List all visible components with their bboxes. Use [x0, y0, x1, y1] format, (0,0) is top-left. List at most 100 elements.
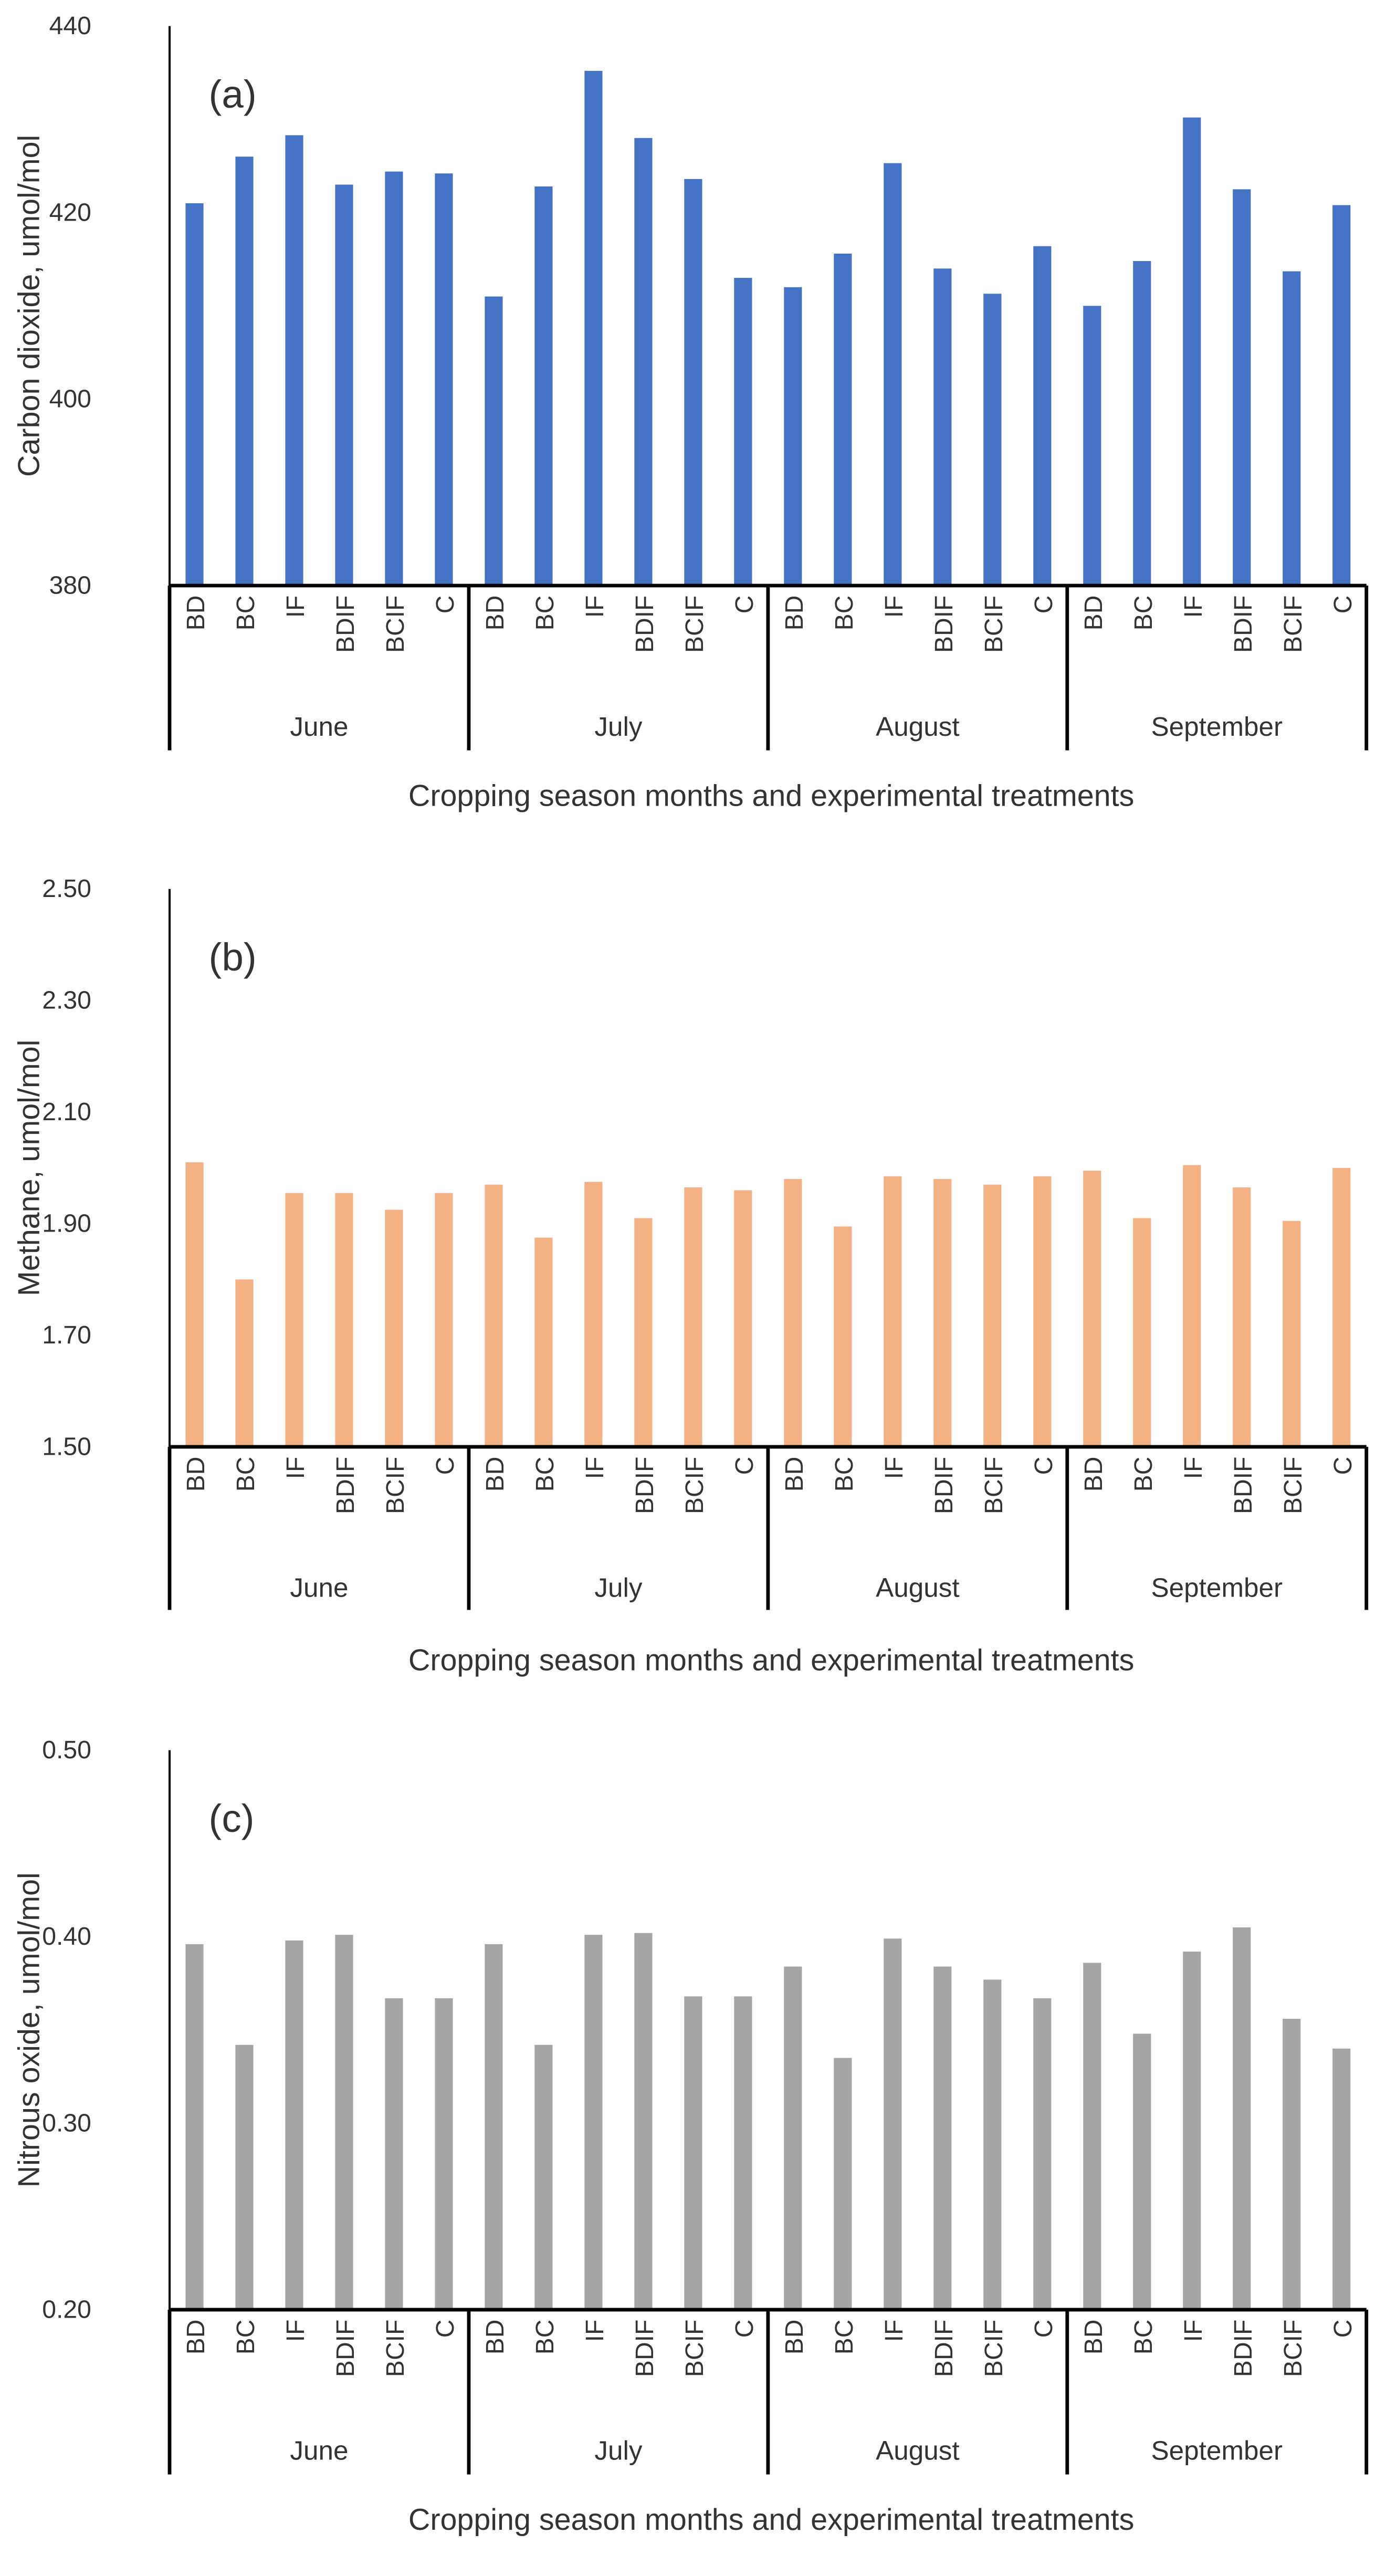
category-tick-label: IF [1179, 596, 1208, 618]
bar-june-bdif [335, 1935, 353, 2310]
bar-july-c [734, 1190, 752, 1447]
category-tick-label: BCIF [381, 596, 410, 653]
bar-june-if [285, 135, 303, 586]
bar-july-bdif [634, 138, 653, 586]
bar-july-bd [485, 1944, 503, 2310]
bar-june-bdif [335, 1193, 353, 1447]
bar-august-bd [784, 1966, 802, 2310]
group-label: September [1151, 712, 1283, 742]
bar-september-bcif [1283, 271, 1301, 586]
bar-september-bcif [1283, 2018, 1301, 2310]
bar-july-bcif [684, 179, 702, 586]
bar-july-bdif [634, 1933, 653, 2310]
bar-june-bd [185, 203, 204, 586]
y-axis-title: Methane, umol/mol [13, 1040, 46, 1296]
bar-september-if [1183, 1165, 1201, 1447]
bar-august-bc [834, 253, 852, 586]
bar-july-bcif [684, 1187, 702, 1447]
category-tick-label: BC [531, 1457, 559, 1492]
category-tick-label: BCIF [980, 596, 1008, 653]
bar-july-if [584, 1935, 603, 2310]
group-label: August [876, 2436, 960, 2466]
bar-september-bd [1083, 306, 1101, 586]
bar-june-bcif [385, 171, 403, 586]
bar-august-bd [784, 287, 802, 586]
bar-july-bdif [634, 1218, 653, 1447]
category-tick-label: BC [1129, 596, 1158, 631]
bar-july-bc [534, 1237, 553, 1447]
bar-august-bc [834, 1226, 852, 1447]
category-tick-label: BD [780, 2320, 808, 2355]
category-tick-label: C [1030, 596, 1058, 614]
panel-label: (a) [209, 72, 257, 116]
bar-july-c [734, 1996, 752, 2310]
y-tick-label: 2.10 [42, 1098, 91, 1126]
category-tick-label: C [1030, 1457, 1058, 1475]
y-tick-label: 2.30 [42, 986, 91, 1015]
bar-september-bdif [1233, 1927, 1251, 2310]
category-tick-label: BCIF [381, 1457, 410, 1515]
y-tick-label: 1.70 [42, 1321, 91, 1349]
bar-august-bc [834, 2058, 852, 2310]
category-tick-label: BDIF [331, 2320, 360, 2377]
bar-september-c [1332, 2048, 1351, 2310]
category-tick-label: BDIF [331, 596, 360, 653]
category-tick-label: BCIF [1279, 2320, 1307, 2377]
group-label: August [876, 1573, 960, 1603]
y-tick-label: 0.20 [42, 2295, 91, 2323]
x-axis-title: Cropping season months and experimental … [408, 1643, 1134, 1677]
category-tick-label: BDIF [930, 2320, 958, 2377]
bar-september-c [1332, 205, 1351, 586]
group-label: June [290, 712, 348, 742]
category-tick-label: BD [1079, 2320, 1108, 2355]
bar-june-bc [235, 1279, 254, 1447]
category-tick-label: BDIF [631, 2320, 659, 2377]
category-tick-label: BDIF [631, 596, 659, 653]
category-tick-label: BC [531, 2320, 559, 2355]
category-tick-label: BD [481, 1457, 509, 1492]
category-tick-label: BD [780, 596, 808, 631]
bar-june-bd [185, 1162, 204, 1447]
bar-september-bc [1133, 2033, 1151, 2310]
y-tick-label: 0.40 [42, 1922, 91, 1951]
bar-august-bd [784, 1179, 802, 1447]
bar-august-c [1033, 1998, 1052, 2310]
bar-july-bd [485, 296, 503, 586]
y-axis-title: Nitrous oxide, umol/mol [13, 1872, 46, 2187]
category-tick-label: BCIF [980, 2320, 1008, 2377]
category-tick-label: BCIF [381, 2320, 410, 2377]
category-tick-label: BC [830, 2320, 858, 2355]
category-tick-label: BC [1129, 2320, 1158, 2355]
category-tick-label: IF [1179, 1457, 1208, 1479]
category-tick-label: C [1329, 596, 1357, 614]
bar-september-if [1183, 1952, 1201, 2310]
category-tick-label: BCIF [680, 2320, 709, 2377]
x-axis-title: Cropping season months and experimental … [408, 779, 1134, 812]
bar-august-if [884, 163, 902, 586]
category-tick-label: BC [232, 1457, 260, 1492]
category-tick-label: BCIF [1279, 1457, 1307, 1515]
bar-august-bdif [933, 1966, 952, 2310]
category-tick-label: BDIF [631, 1457, 659, 1515]
group-label: September [1151, 2436, 1283, 2466]
category-tick-label: BD [780, 1457, 808, 1492]
group-label: June [290, 1573, 348, 1603]
bar-june-bcif [385, 1998, 403, 2310]
category-tick-label: BDIF [1229, 596, 1257, 653]
category-tick-label: BC [830, 596, 858, 631]
bar-june-if [285, 1193, 303, 1447]
bar-september-bc [1133, 261, 1151, 586]
category-tick-label: BD [481, 2320, 509, 2355]
bar-september-bdif [1233, 1187, 1251, 1447]
category-tick-label: IF [281, 1457, 310, 1479]
y-tick-label: 0.30 [42, 2109, 91, 2137]
bar-june-if [285, 1940, 303, 2310]
bar-august-if [884, 1176, 902, 1447]
group-label: August [876, 712, 960, 742]
category-tick-label: BDIF [930, 1457, 958, 1515]
bar-august-bcif [983, 294, 1002, 586]
